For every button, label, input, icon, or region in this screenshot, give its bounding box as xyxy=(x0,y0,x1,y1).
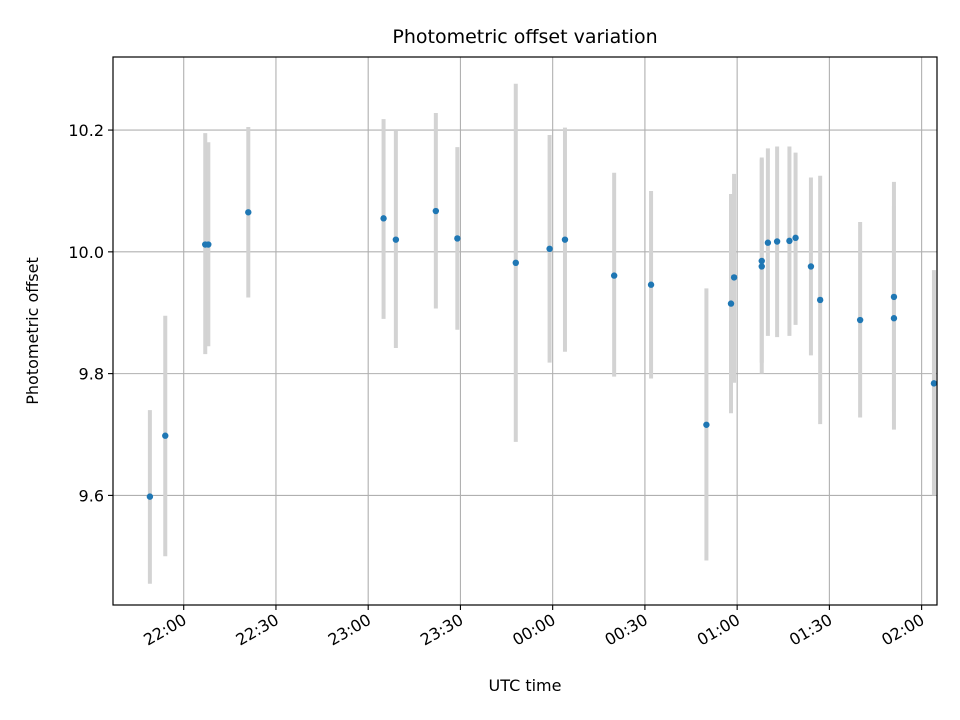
data-point xyxy=(764,239,772,246)
x-axis-label: UTC time xyxy=(489,676,562,695)
data-point xyxy=(380,215,387,222)
data-point xyxy=(647,281,655,288)
x-tick-label: 01:30 xyxy=(786,610,835,650)
data-point xyxy=(773,238,781,245)
y-tick-label: 10.2 xyxy=(68,121,104,140)
data-point xyxy=(432,207,440,215)
x-tick-label: 23:00 xyxy=(325,610,374,650)
data-point xyxy=(162,432,169,439)
data-point xyxy=(454,235,461,242)
x-tick-label: 02:00 xyxy=(878,610,927,650)
data-point xyxy=(807,263,815,270)
y-axis-label: Photometric offset xyxy=(23,257,42,405)
x-tick-label: 00:30 xyxy=(601,610,650,650)
x-axis-ticks: 22:00 22:30 23:00 23:30 00:00 00:30 01:00 01:30… xyxy=(140,605,928,650)
plot-area-frame xyxy=(112,56,938,606)
data-point xyxy=(561,236,569,243)
x-tick-label: 01:00 xyxy=(694,610,743,650)
data-point xyxy=(816,296,824,304)
y-tick-label: 10.0 xyxy=(68,243,104,262)
data-point xyxy=(546,245,553,252)
data-point xyxy=(512,259,519,267)
data-point xyxy=(792,234,799,242)
x-tick-label: 23:30 xyxy=(417,610,466,650)
data-point xyxy=(727,300,735,307)
data-point xyxy=(205,241,212,248)
data-point xyxy=(392,236,400,243)
data-point xyxy=(856,316,864,324)
y-tick-label: 9.8 xyxy=(79,365,104,384)
y-tick-label: 9.6 xyxy=(79,486,104,505)
data-point xyxy=(786,237,793,245)
data-point xyxy=(146,493,154,500)
data-points xyxy=(146,207,938,500)
x-tick-label: 22:30 xyxy=(233,610,282,650)
data-point xyxy=(245,209,252,216)
data-point xyxy=(890,315,898,322)
data-point xyxy=(610,272,618,279)
grid-lines xyxy=(113,57,937,605)
error-bars xyxy=(147,83,936,584)
x-tick-label: 00:00 xyxy=(509,610,558,650)
data-point xyxy=(703,421,710,428)
data-point xyxy=(758,257,765,265)
data-point xyxy=(890,293,898,301)
x-tick-label: 22:00 xyxy=(140,610,189,650)
data-point xyxy=(758,263,765,270)
data-point xyxy=(930,380,938,387)
y-axis-ticks: 9.6 9.8 10.0 10.2 xyxy=(68,121,113,505)
data-point xyxy=(730,274,738,281)
chart-title: Photometric offset variation xyxy=(392,26,657,48)
